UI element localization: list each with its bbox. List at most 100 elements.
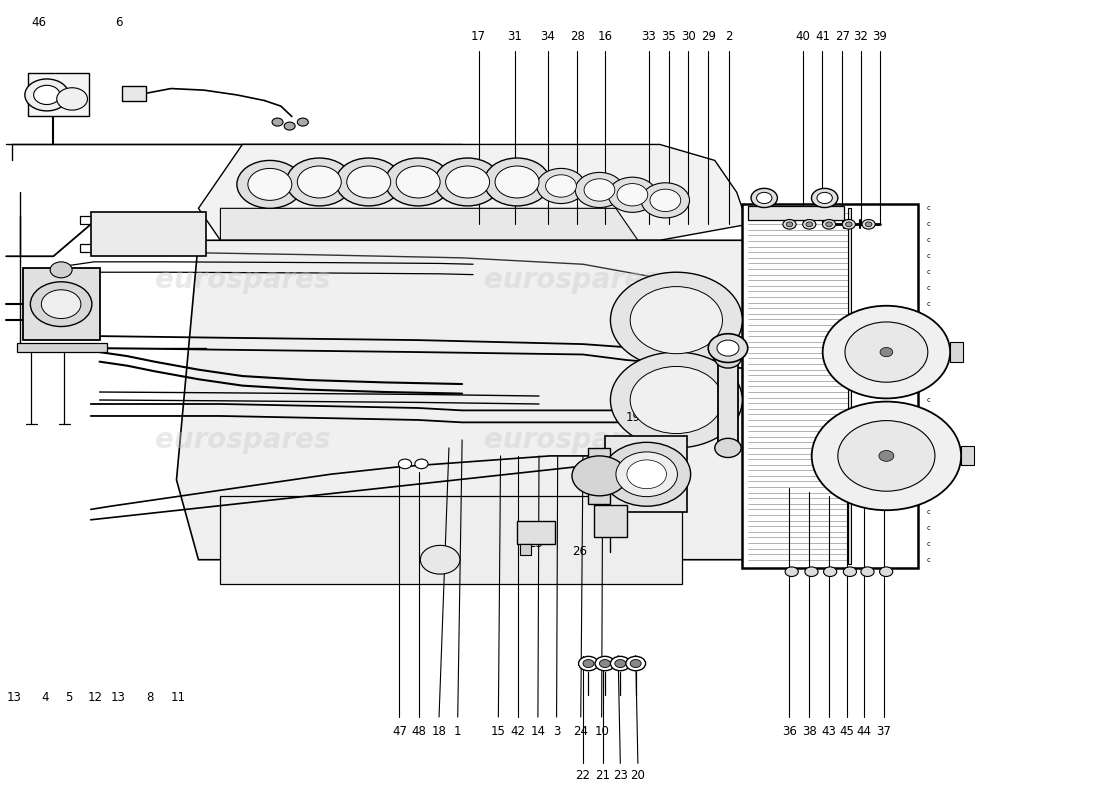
Circle shape [785,567,799,577]
Circle shape [584,178,615,201]
Circle shape [751,188,778,207]
Circle shape [880,347,893,357]
Bar [848,208,851,564]
Circle shape [823,306,950,398]
Text: c: c [927,477,931,483]
Circle shape [575,172,624,207]
Circle shape [846,222,852,226]
Text: c: c [927,557,931,562]
Text: eurospares: eurospares [155,426,330,454]
Circle shape [600,659,610,667]
Circle shape [879,450,894,462]
Circle shape [336,158,402,206]
Text: 5: 5 [65,690,73,703]
Circle shape [297,118,308,126]
Text: c: c [927,541,931,546]
Circle shape [284,122,295,130]
Text: 35: 35 [661,30,676,43]
Circle shape [434,158,500,206]
Circle shape [610,272,742,368]
Circle shape [34,86,60,105]
Circle shape [297,166,341,198]
Circle shape [812,402,961,510]
Text: 14: 14 [530,725,546,738]
Circle shape [806,222,813,226]
Text: 45: 45 [839,725,854,738]
Text: 11: 11 [172,690,186,703]
Circle shape [579,656,598,670]
Circle shape [650,189,681,211]
Text: c: c [927,365,931,371]
Bar [23,268,100,340]
Bar [520,544,531,555]
Circle shape [286,158,352,206]
Text: c: c [927,238,931,243]
Circle shape [616,452,678,497]
Circle shape [42,290,81,318]
Text: 38: 38 [802,725,816,738]
Text: 8: 8 [146,690,154,703]
Circle shape [630,366,723,434]
Circle shape [446,166,490,198]
Circle shape [537,169,585,203]
Circle shape [346,166,390,198]
Text: c: c [927,445,931,451]
Text: c: c [927,206,931,211]
Text: 47: 47 [392,725,407,738]
Text: 34: 34 [540,30,556,43]
Bar [605,436,688,512]
Bar [742,204,918,568]
Text: eurospares: eurospares [484,266,660,294]
Text: 30: 30 [681,30,696,43]
Text: 15: 15 [491,725,506,738]
Polygon shape [220,208,638,240]
Text: 13: 13 [7,690,21,703]
Circle shape [396,166,440,198]
Circle shape [812,188,838,207]
Text: 2: 2 [725,30,733,43]
Circle shape [583,659,594,667]
Circle shape [838,421,935,491]
Text: eurospares: eurospares [155,266,330,294]
Text: 40: 40 [795,30,810,43]
Text: 39: 39 [872,30,887,43]
Text: c: c [927,333,931,339]
Circle shape [617,183,648,206]
Text: 18: 18 [431,725,447,738]
Text: 24: 24 [573,725,588,738]
Text: c: c [927,222,931,227]
Text: c: c [927,285,931,291]
Text: 17: 17 [471,30,486,43]
Circle shape [803,219,816,229]
Circle shape [31,282,92,326]
Text: 13: 13 [111,690,125,703]
Text: c: c [927,349,931,355]
Circle shape [717,340,739,356]
Text: 19: 19 [626,411,641,424]
Circle shape [823,219,836,229]
Circle shape [757,192,772,203]
Text: 10: 10 [594,725,609,738]
Circle shape [595,656,615,670]
Circle shape [415,459,428,469]
Text: c: c [927,381,931,387]
Circle shape [805,567,818,577]
Circle shape [51,262,73,278]
Text: eurospares: eurospares [484,426,660,454]
Circle shape [862,219,876,229]
Bar [29,73,89,117]
Bar [594,506,627,538]
Text: c: c [927,509,931,515]
Text: 1: 1 [454,725,462,738]
Bar [91,212,206,256]
Polygon shape [220,496,682,584]
Text: 32: 32 [854,30,868,43]
Circle shape [248,169,292,200]
Circle shape [641,182,690,218]
Circle shape [844,567,857,577]
Polygon shape [198,145,748,240]
Text: c: c [927,429,931,435]
Circle shape [398,459,411,469]
Circle shape [608,177,657,212]
Circle shape [57,88,88,110]
